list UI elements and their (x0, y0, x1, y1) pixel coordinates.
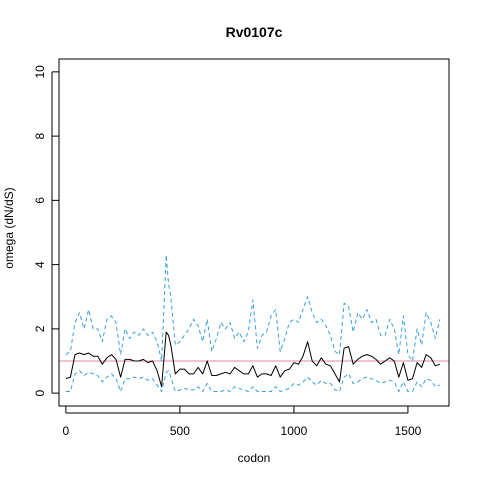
x-tick-label: 0 (62, 424, 69, 438)
y-tick-label: 0 (33, 389, 47, 396)
y-axis-title: omega (dN/dS) (2, 187, 16, 268)
y-tick-label: 6 (33, 197, 47, 204)
y-tick-label: 4 (33, 261, 47, 268)
plot-area (59, 254, 449, 392)
y-tick-label: 2 (33, 325, 47, 332)
x-tick-label: 1000 (281, 424, 308, 438)
chart-title: Rv0107c (226, 24, 283, 40)
y-tick-label: 10 (33, 65, 47, 79)
ci-series-line (65, 254, 441, 362)
plot-frame (58, 58, 450, 407)
axis-ticks: 0 500 1000 1500 0 2 4 6 8 10 (33, 65, 422, 438)
series-layer (59, 254, 449, 392)
x-tick-label: 500 (170, 424, 190, 438)
x-tick-label: 1500 (395, 424, 422, 438)
ci-series-line (65, 370, 441, 392)
omega-series-line (65, 331, 441, 388)
x-axis-title: codon (238, 451, 271, 465)
y-tick-label: 8 (33, 132, 47, 139)
